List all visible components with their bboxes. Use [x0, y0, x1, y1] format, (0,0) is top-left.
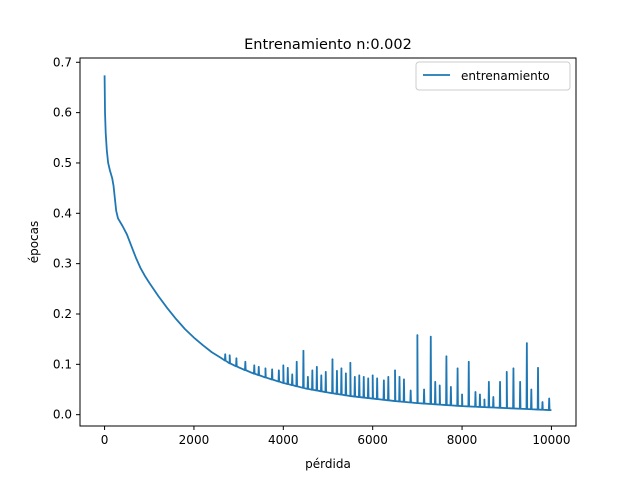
x-tick-label-0: 0	[101, 433, 109, 447]
spike-point-45	[467, 361, 470, 363]
legend: entrenamiento	[415, 61, 571, 91]
spike-point-53	[512, 367, 515, 370]
spike-point-5	[257, 366, 260, 368]
spike-point-6	[264, 367, 267, 370]
y-tick-label-0: 0.0	[53, 408, 72, 422]
spike-point-2	[235, 357, 238, 360]
x-tick-label-4: 8000	[447, 433, 478, 447]
y-tick-label-2: 0.2	[53, 307, 72, 321]
spike-point-47	[479, 393, 481, 396]
spike-point-35	[409, 389, 412, 392]
spike-point-13	[302, 349, 305, 352]
y-tick-label-3: 0.3	[53, 257, 72, 271]
spike-point-21	[340, 367, 343, 370]
spike-point-56	[530, 388, 533, 391]
y-tick-label-7: 0.7	[53, 55, 72, 69]
spike-point-22	[345, 372, 347, 375]
spike-point-44	[461, 393, 463, 396]
spike-point-38	[429, 335, 432, 338]
spike-point-17	[320, 374, 323, 377]
spike-point-10	[286, 367, 289, 369]
spike-point-19	[331, 358, 334, 361]
spike-point-48	[483, 398, 486, 401]
spike-point-37	[423, 388, 425, 391]
spike-point-29	[376, 377, 378, 380]
spike-point-3	[244, 361, 247, 363]
spike-point-18	[324, 371, 327, 373]
x-tick-label-5: 10000	[532, 433, 570, 447]
spike-point-27	[367, 377, 370, 380]
spike-point-14	[307, 376, 309, 378]
spike-point-42	[450, 386, 452, 388]
spike-point-1	[228, 354, 231, 357]
spike-point-9	[282, 364, 285, 367]
spike-point-46	[474, 391, 477, 393]
y-axis-label: épocas	[27, 221, 41, 264]
x-axis-ticks: 0 2000 4000 6000 8000 10000	[101, 426, 571, 447]
spike-point-58	[541, 401, 544, 403]
spike-point-55	[526, 342, 528, 344]
spike-point-33	[398, 376, 401, 378]
spike-point-20	[336, 370, 338, 372]
spike-point-59	[548, 397, 550, 400]
y-axis-ticks: 0.0 0.1 0.2 0.3 0.4 0.5 0.6 0.7	[53, 55, 80, 422]
spike-point-32	[394, 369, 396, 372]
y-tick-label-4: 0.4	[53, 206, 72, 220]
spike-point-26	[362, 376, 365, 378]
spike-point-41	[445, 355, 448, 358]
y-tick-label-5: 0.5	[53, 156, 72, 170]
spike-point-25	[358, 374, 361, 377]
spike-point-51	[499, 381, 501, 383]
spike-point-57	[537, 367, 539, 369]
spike-point-28	[371, 374, 374, 377]
spike-point-7	[271, 368, 273, 371]
spike-point-40	[438, 384, 441, 387]
x-axis-label: pérdida	[305, 457, 351, 471]
y-tick-label-1: 0.1	[53, 357, 72, 371]
spike-point-12	[295, 361, 298, 363]
x-tick-label-2: 4000	[268, 433, 299, 447]
spike-point-8	[278, 369, 280, 372]
spike-point-36	[416, 334, 419, 336]
spike-point-4	[253, 364, 256, 367]
spike-point-15	[311, 369, 314, 372]
spike-point-24	[354, 376, 356, 378]
spike-point-39	[434, 381, 437, 383]
spike-point-52	[505, 371, 508, 373]
spike-point-43	[456, 367, 459, 370]
plot-area	[79, 57, 577, 427]
y-tick-label-6: 0.6	[53, 106, 72, 120]
spike-point-54	[519, 381, 521, 383]
axes-frame	[79, 57, 577, 427]
spike-point-16	[316, 366, 318, 368]
legend-box	[415, 61, 571, 91]
spike-point-34	[403, 378, 405, 381]
legend-entry: entrenamiento	[461, 69, 550, 83]
x-tick-label-1: 2000	[179, 433, 210, 447]
spike-point-49	[488, 381, 490, 383]
spike-point-30	[383, 379, 385, 382]
spike-point-50	[492, 396, 495, 398]
spike-point-31	[387, 376, 390, 378]
x-tick-label-3: 6000	[357, 433, 388, 447]
chart-title: Entrenamiento n:0.002	[244, 37, 412, 53]
spike-point-11	[291, 373, 294, 376]
spike-point-23	[349, 362, 352, 364]
spike-point-0	[224, 353, 227, 356]
